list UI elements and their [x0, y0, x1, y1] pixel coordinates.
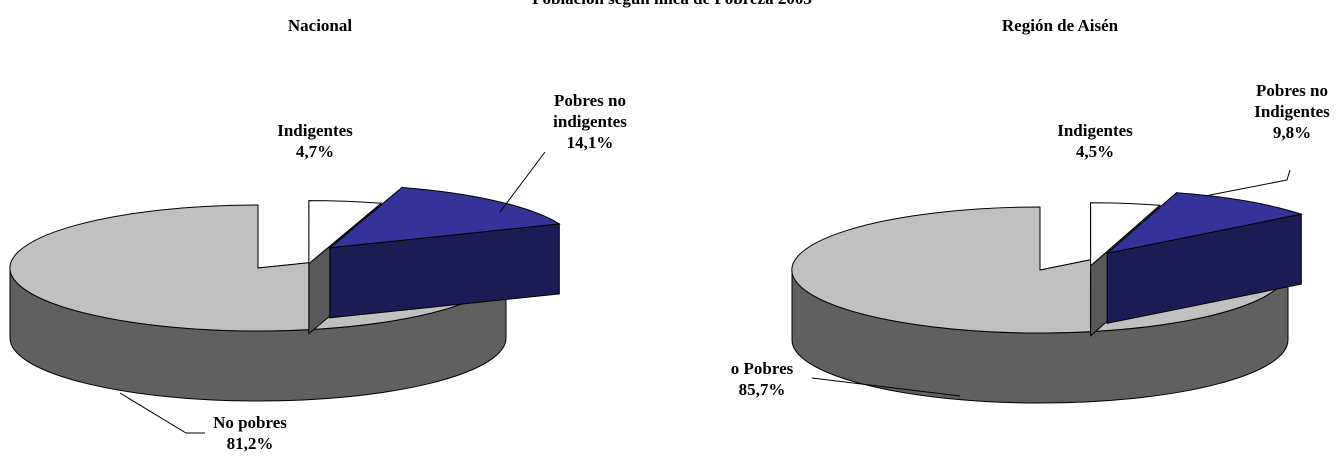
subtitle: Nacional: [287, 16, 353, 35]
data-label: 14,1%: [566, 133, 614, 152]
subtitle: Región de Aisén: [1001, 16, 1119, 35]
category-label: Pobres no Indigentes: [1254, 81, 1330, 121]
category-label: Indigentes: [1057, 121, 1133, 140]
category-label: Indigentes: [277, 121, 353, 140]
slice: [308, 200, 383, 265]
data-label: 4,5%: [1075, 142, 1115, 161]
category-label: o Pobres: [730, 359, 794, 378]
data-label: 9,8%: [1272, 123, 1312, 142]
leader-line: [811, 377, 961, 397]
data-label: 85,7%: [738, 380, 786, 399]
leader-line: [1204, 169, 1291, 197]
leader-line: [119, 392, 205, 434]
category-label: Pobres no indigentes: [553, 91, 627, 131]
leader-line: [499, 151, 546, 213]
category-label: No pobres: [213, 413, 287, 432]
slice: [1105, 192, 1304, 255]
data-label: 81,2%: [226, 434, 274, 453]
title: Población según línea de Pobreza 2003: [372, 0, 972, 9]
slice: [1090, 202, 1162, 267]
slice: [328, 186, 561, 249]
data-label: 4,7%: [295, 142, 335, 161]
